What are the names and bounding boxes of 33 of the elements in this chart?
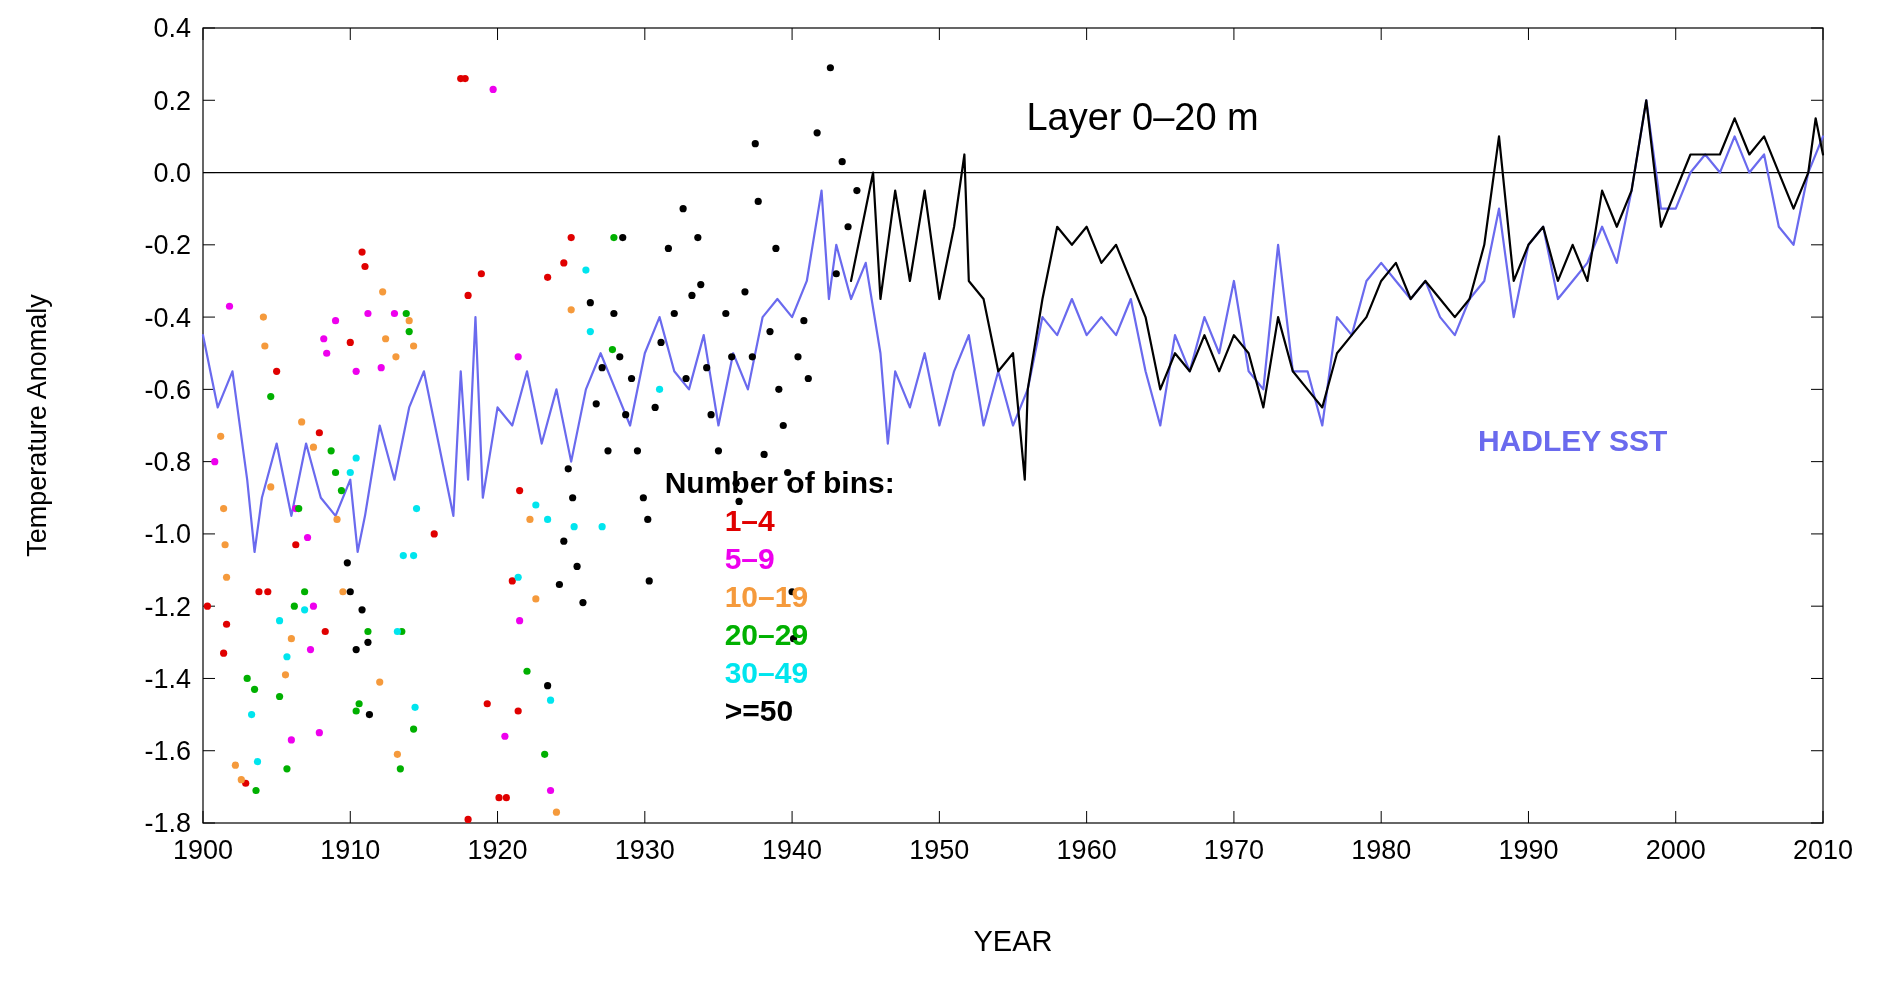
legend-title: Number of bins: [664,466,895,500]
x-tick-label: 1990 [1498,835,1559,865]
y-tick-label: -0.2 [144,230,191,261]
x-tick-label: 1950 [909,835,970,865]
text: HADLEY SST [1477,423,1668,457]
x-tick-label: 1960 [1056,835,1117,865]
text: 5–9 [724,542,775,576]
text: 20–29 [724,618,809,652]
y-tick-label: -1.4 [144,663,191,694]
x-tick-label: 1970 [1203,835,1264,865]
x-tick-label: 2000 [1645,835,1706,865]
y-tick-label: 0.2 [153,85,191,116]
x-axis-title: YEAR [973,925,1053,957]
y-tick-label: 0.0 [153,158,191,188]
text: 10–19 [724,580,809,614]
series-label: >=50 [724,694,794,728]
y-axis-title: Temperature Anomaly [22,293,52,557]
x-tick-label: 1930 [614,835,675,865]
x-tick-label: 2010 [1792,835,1854,865]
y-tick-label: -1.2 [144,591,191,622]
x-tick-label: 1920 [467,835,528,865]
text: 30–49 [724,656,809,690]
y-tick-label: -0.8 [144,447,191,478]
x-tick-label: 1910 [320,835,381,865]
y-tick-label: 0.4 [153,13,191,44]
text: 1–4 [724,504,776,538]
text: Layer 0–20 m [1026,95,1259,138]
y-tick-label: -1.0 [144,519,191,550]
y-tick-label: -1.6 [144,736,191,767]
x-tick-label: 1980 [1351,835,1412,865]
x-tick-label: 1940 [762,835,823,865]
y-tick-label: -0.6 [144,374,191,405]
y-tick-label: -0.4 [144,302,191,333]
